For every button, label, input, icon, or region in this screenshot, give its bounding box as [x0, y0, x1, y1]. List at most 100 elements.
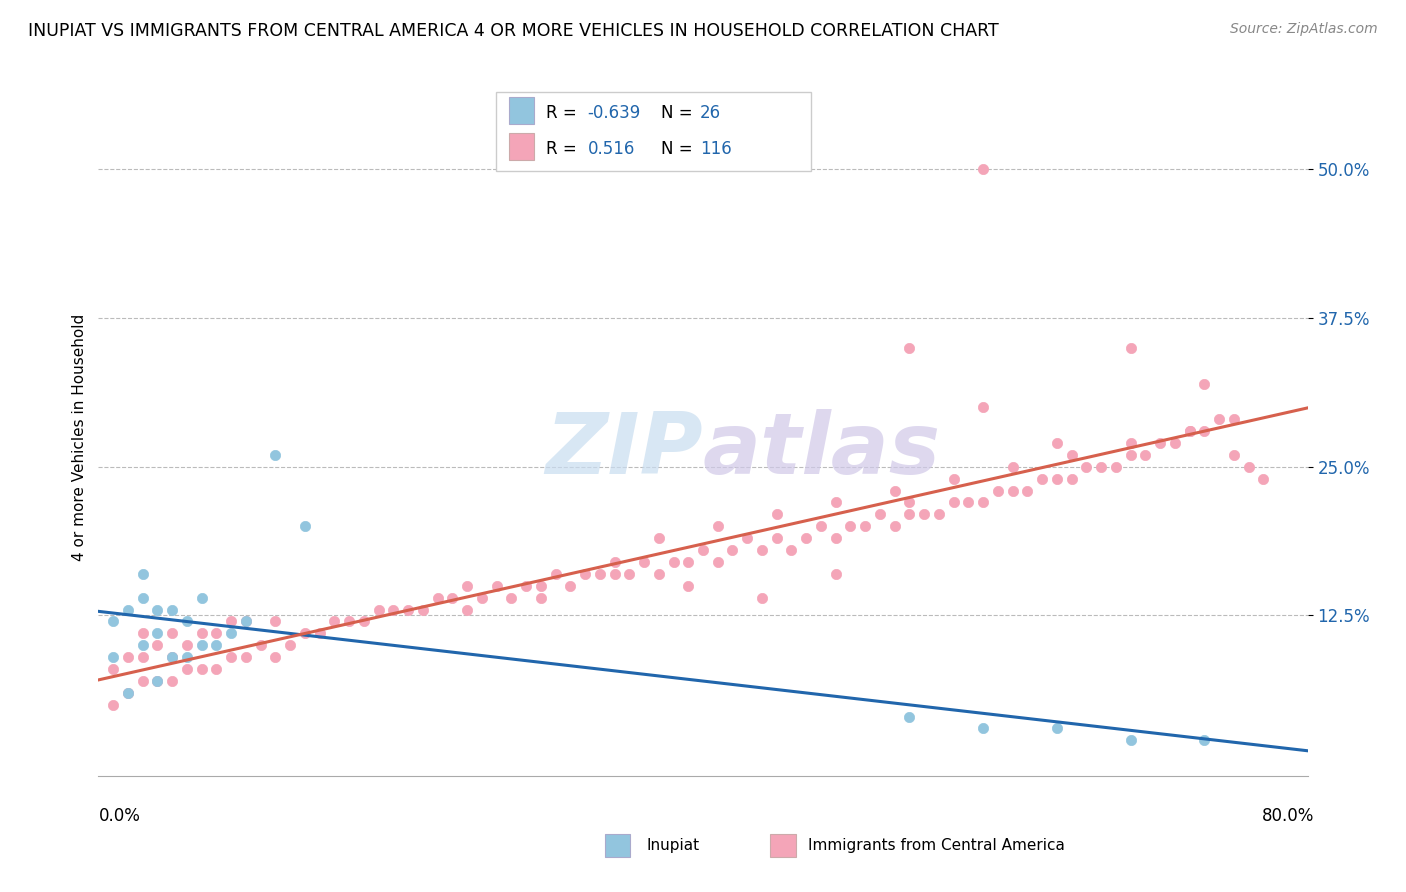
Point — [1194, 376, 1216, 391]
Point — [633, 555, 655, 569]
Point — [1135, 448, 1157, 462]
Point — [205, 638, 228, 652]
Point — [1178, 424, 1201, 438]
Point — [928, 508, 950, 522]
Point — [883, 519, 905, 533]
Point — [603, 566, 626, 581]
Point — [1060, 472, 1083, 486]
Point — [987, 483, 1010, 498]
Point — [530, 579, 553, 593]
Point — [412, 602, 434, 616]
Point — [619, 566, 641, 581]
Point — [1223, 448, 1246, 462]
Point — [1253, 472, 1275, 486]
Point — [560, 579, 582, 593]
Point — [456, 579, 478, 593]
Point — [1017, 483, 1039, 498]
Point — [367, 602, 389, 616]
Point — [278, 638, 301, 652]
Point — [176, 615, 198, 629]
Point — [1046, 436, 1069, 450]
Point — [205, 662, 228, 676]
Point — [678, 555, 700, 569]
Point — [574, 566, 596, 581]
Point — [235, 615, 257, 629]
Point — [117, 650, 139, 665]
Point — [337, 615, 360, 629]
Text: 0.0%: 0.0% — [98, 807, 141, 825]
Point — [1031, 472, 1053, 486]
Point — [176, 662, 198, 676]
Point — [117, 686, 139, 700]
Point — [898, 341, 921, 355]
Point — [249, 638, 271, 652]
Point — [101, 662, 124, 676]
Point — [853, 519, 876, 533]
Point — [1178, 424, 1201, 438]
Point — [146, 673, 169, 688]
Point — [426, 591, 449, 605]
Text: 116: 116 — [700, 140, 733, 158]
Point — [219, 615, 242, 629]
Point — [794, 531, 817, 545]
Point — [146, 626, 169, 640]
Point — [1194, 424, 1216, 438]
Point — [294, 519, 316, 533]
Point — [603, 555, 626, 569]
Point — [957, 495, 980, 509]
Text: -0.639: -0.639 — [588, 104, 641, 122]
Point — [219, 626, 242, 640]
Point — [1119, 733, 1142, 747]
Point — [912, 508, 935, 522]
Point — [1001, 483, 1024, 498]
Point — [942, 472, 965, 486]
Point — [678, 579, 700, 593]
Point — [972, 162, 994, 177]
Point — [810, 519, 832, 533]
Point — [824, 495, 846, 509]
Point — [530, 591, 553, 605]
Point — [131, 626, 153, 640]
Point — [735, 531, 758, 545]
Point — [131, 638, 153, 652]
Point — [824, 566, 846, 581]
Point — [1001, 459, 1024, 474]
Point — [706, 519, 728, 533]
Point — [898, 508, 921, 522]
Point — [648, 531, 671, 545]
Point — [176, 638, 198, 652]
Point — [471, 591, 494, 605]
Point — [1046, 722, 1069, 736]
Point — [692, 543, 714, 558]
Text: R =: R = — [546, 140, 582, 158]
Text: ZIP: ZIP — [546, 409, 703, 492]
Point — [589, 566, 612, 581]
Text: INUPIAT VS IMMIGRANTS FROM CENTRAL AMERICA 4 OR MORE VEHICLES IN HOUSEHOLD CORRE: INUPIAT VS IMMIGRANTS FROM CENTRAL AMERI… — [28, 22, 998, 40]
Point — [456, 602, 478, 616]
Point — [190, 662, 212, 676]
Point — [751, 591, 773, 605]
Point — [751, 543, 773, 558]
Text: Immigrants from Central America: Immigrants from Central America — [808, 838, 1066, 853]
Point — [485, 579, 508, 593]
Point — [146, 602, 169, 616]
Point — [117, 602, 139, 616]
Point — [1223, 412, 1246, 426]
Point — [515, 579, 537, 593]
Point — [146, 673, 169, 688]
Point — [1046, 472, 1069, 486]
Point — [353, 615, 375, 629]
Point — [1119, 436, 1142, 450]
Text: N =: N = — [661, 140, 697, 158]
Point — [648, 566, 671, 581]
Point — [1208, 412, 1230, 426]
Point — [765, 508, 787, 522]
Point — [160, 626, 183, 640]
Text: Source: ZipAtlas.com: Source: ZipAtlas.com — [1230, 22, 1378, 37]
Point — [898, 495, 921, 509]
Point — [441, 591, 464, 605]
Point — [1237, 459, 1260, 474]
Point — [544, 566, 567, 581]
Point — [501, 591, 523, 605]
Point — [1060, 448, 1083, 462]
